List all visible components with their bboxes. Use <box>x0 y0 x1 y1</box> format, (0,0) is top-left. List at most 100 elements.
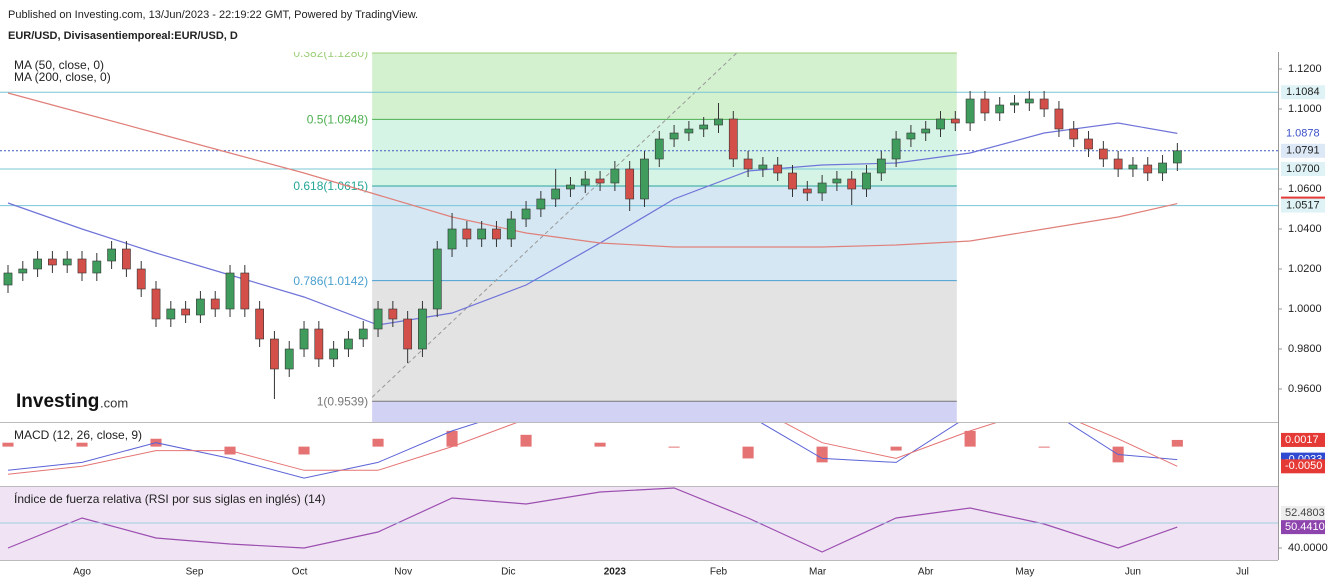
candle-body <box>1172 150 1182 164</box>
candle-body <box>477 228 487 240</box>
x-tick-label: Sep <box>186 567 204 578</box>
candle-body <box>492 228 501 240</box>
macd-title: MACD (12, 26, close, 9) <box>14 428 142 442</box>
chart-title: EUR/USD, Divisasentiemporeal:EUR/USD, D <box>8 30 238 42</box>
fib-label: 0.618(1.0615) <box>293 179 368 193</box>
candle-body <box>906 132 916 140</box>
candle-body <box>551 188 561 200</box>
watermark-suffix: .com <box>100 395 128 410</box>
macd-hist <box>298 446 310 455</box>
candle-body <box>1143 164 1153 174</box>
fib-band <box>372 186 957 281</box>
candle-body <box>270 338 279 370</box>
macd-hist <box>76 442 88 447</box>
candle-body <box>107 248 116 262</box>
candle-body <box>344 338 353 350</box>
candle-body <box>1098 148 1108 160</box>
candle-body <box>817 182 827 194</box>
candle-body <box>181 308 190 316</box>
candle-body <box>388 308 398 320</box>
price-panel: 0.382(1.1280) 0.5(1.0948) 0.618(1.0615) 0.7… <box>0 46 1278 422</box>
rsi-label-bg <box>1281 506 1325 521</box>
rsi-panel <box>0 487 1278 560</box>
candle-body <box>403 318 413 350</box>
x-tick-label: Nov <box>394 567 412 578</box>
candle-body <box>136 268 146 290</box>
macd-label: 0.0017 <box>1285 434 1319 446</box>
candle-body <box>92 260 102 274</box>
candle-body <box>447 228 457 250</box>
candle-body <box>1158 162 1167 174</box>
legend-entry: MA (50, close, 0) <box>14 58 104 72</box>
candle-body <box>654 138 664 160</box>
candle-body <box>1069 128 1079 140</box>
candle-body <box>847 178 857 190</box>
x-tick-label: Mar <box>809 567 827 578</box>
y-tick-label: 1.0600 <box>1288 183 1322 195</box>
candle-body <box>1084 138 1093 150</box>
y-tick-label: 40.0000 <box>1288 542 1328 554</box>
candle-body <box>1039 98 1049 110</box>
candle-body <box>255 308 264 340</box>
price-label: 1.0700 <box>1286 163 1320 175</box>
y-tick-label: 1.0200 <box>1288 263 1322 275</box>
y-tick-label: 1.1200 <box>1288 63 1322 75</box>
macd-hist <box>964 430 976 447</box>
ma-line <box>7 92 1178 248</box>
macd-hist <box>1038 446 1050 448</box>
candle-body <box>329 348 339 360</box>
price-label: 1.0791 <box>1286 145 1320 157</box>
macd-hist <box>890 446 902 451</box>
candle-body <box>610 168 620 184</box>
candle-body <box>48 258 57 266</box>
x-tick-label: Jul <box>1236 567 1249 578</box>
candle-body <box>506 218 516 240</box>
fib-band <box>372 280 957 402</box>
price-label-bg <box>1281 143 1325 158</box>
candle-body <box>462 228 472 240</box>
candle-body <box>595 178 605 184</box>
legend-entry: MA (200, close, 0) <box>14 70 111 84</box>
candle-body <box>862 172 871 190</box>
price-label: 1.0517 <box>1286 200 1320 212</box>
macd-label-bg <box>1281 459 1325 474</box>
macd-line <box>7 423 1178 479</box>
candle-body <box>802 188 812 194</box>
macd-hist <box>372 438 384 447</box>
x-tick-label: Oct <box>292 567 308 578</box>
candle-body <box>225 272 235 310</box>
y-tick-label: 0.9600 <box>1288 383 1322 395</box>
candle-body <box>743 158 753 170</box>
overlay: 1.1200 1.1000 1.0600 1.0400 1.0200 1.0000 0.98… <box>0 52 1328 578</box>
rsi-line <box>7 487 1178 553</box>
candle-body <box>1113 158 1123 170</box>
macd-hist <box>446 430 458 447</box>
rsi-label: 52.4803 <box>1285 507 1325 519</box>
candle-body <box>1054 108 1064 130</box>
candle-body <box>640 158 649 200</box>
price-label-bg <box>1281 126 1325 141</box>
fib-label: 0.382(1.1280) <box>293 46 368 60</box>
price-label-bg <box>1281 198 1325 213</box>
x-tick-label: May <box>1015 567 1034 578</box>
rsi-label-bg <box>1281 520 1325 535</box>
candle-body <box>77 258 87 274</box>
candle-body <box>625 168 635 200</box>
fib-label: 0.786(1.0142) <box>293 274 368 288</box>
candle-body <box>566 184 575 190</box>
candle-body <box>580 178 590 186</box>
y-tick-label: 1.1000 <box>1288 103 1322 115</box>
candle-body <box>536 198 546 210</box>
fib-band <box>372 53 957 120</box>
candle-body <box>521 208 531 220</box>
candle-body <box>151 288 161 320</box>
candle-body <box>891 138 901 160</box>
candle-body <box>758 164 768 170</box>
candle-body <box>284 348 294 370</box>
x-tick-label: Feb <box>710 567 728 578</box>
candle-body <box>62 258 72 266</box>
candle-body <box>18 268 28 274</box>
rsi-label: 50.4410 <box>1285 521 1325 533</box>
macd-hist <box>816 446 828 463</box>
